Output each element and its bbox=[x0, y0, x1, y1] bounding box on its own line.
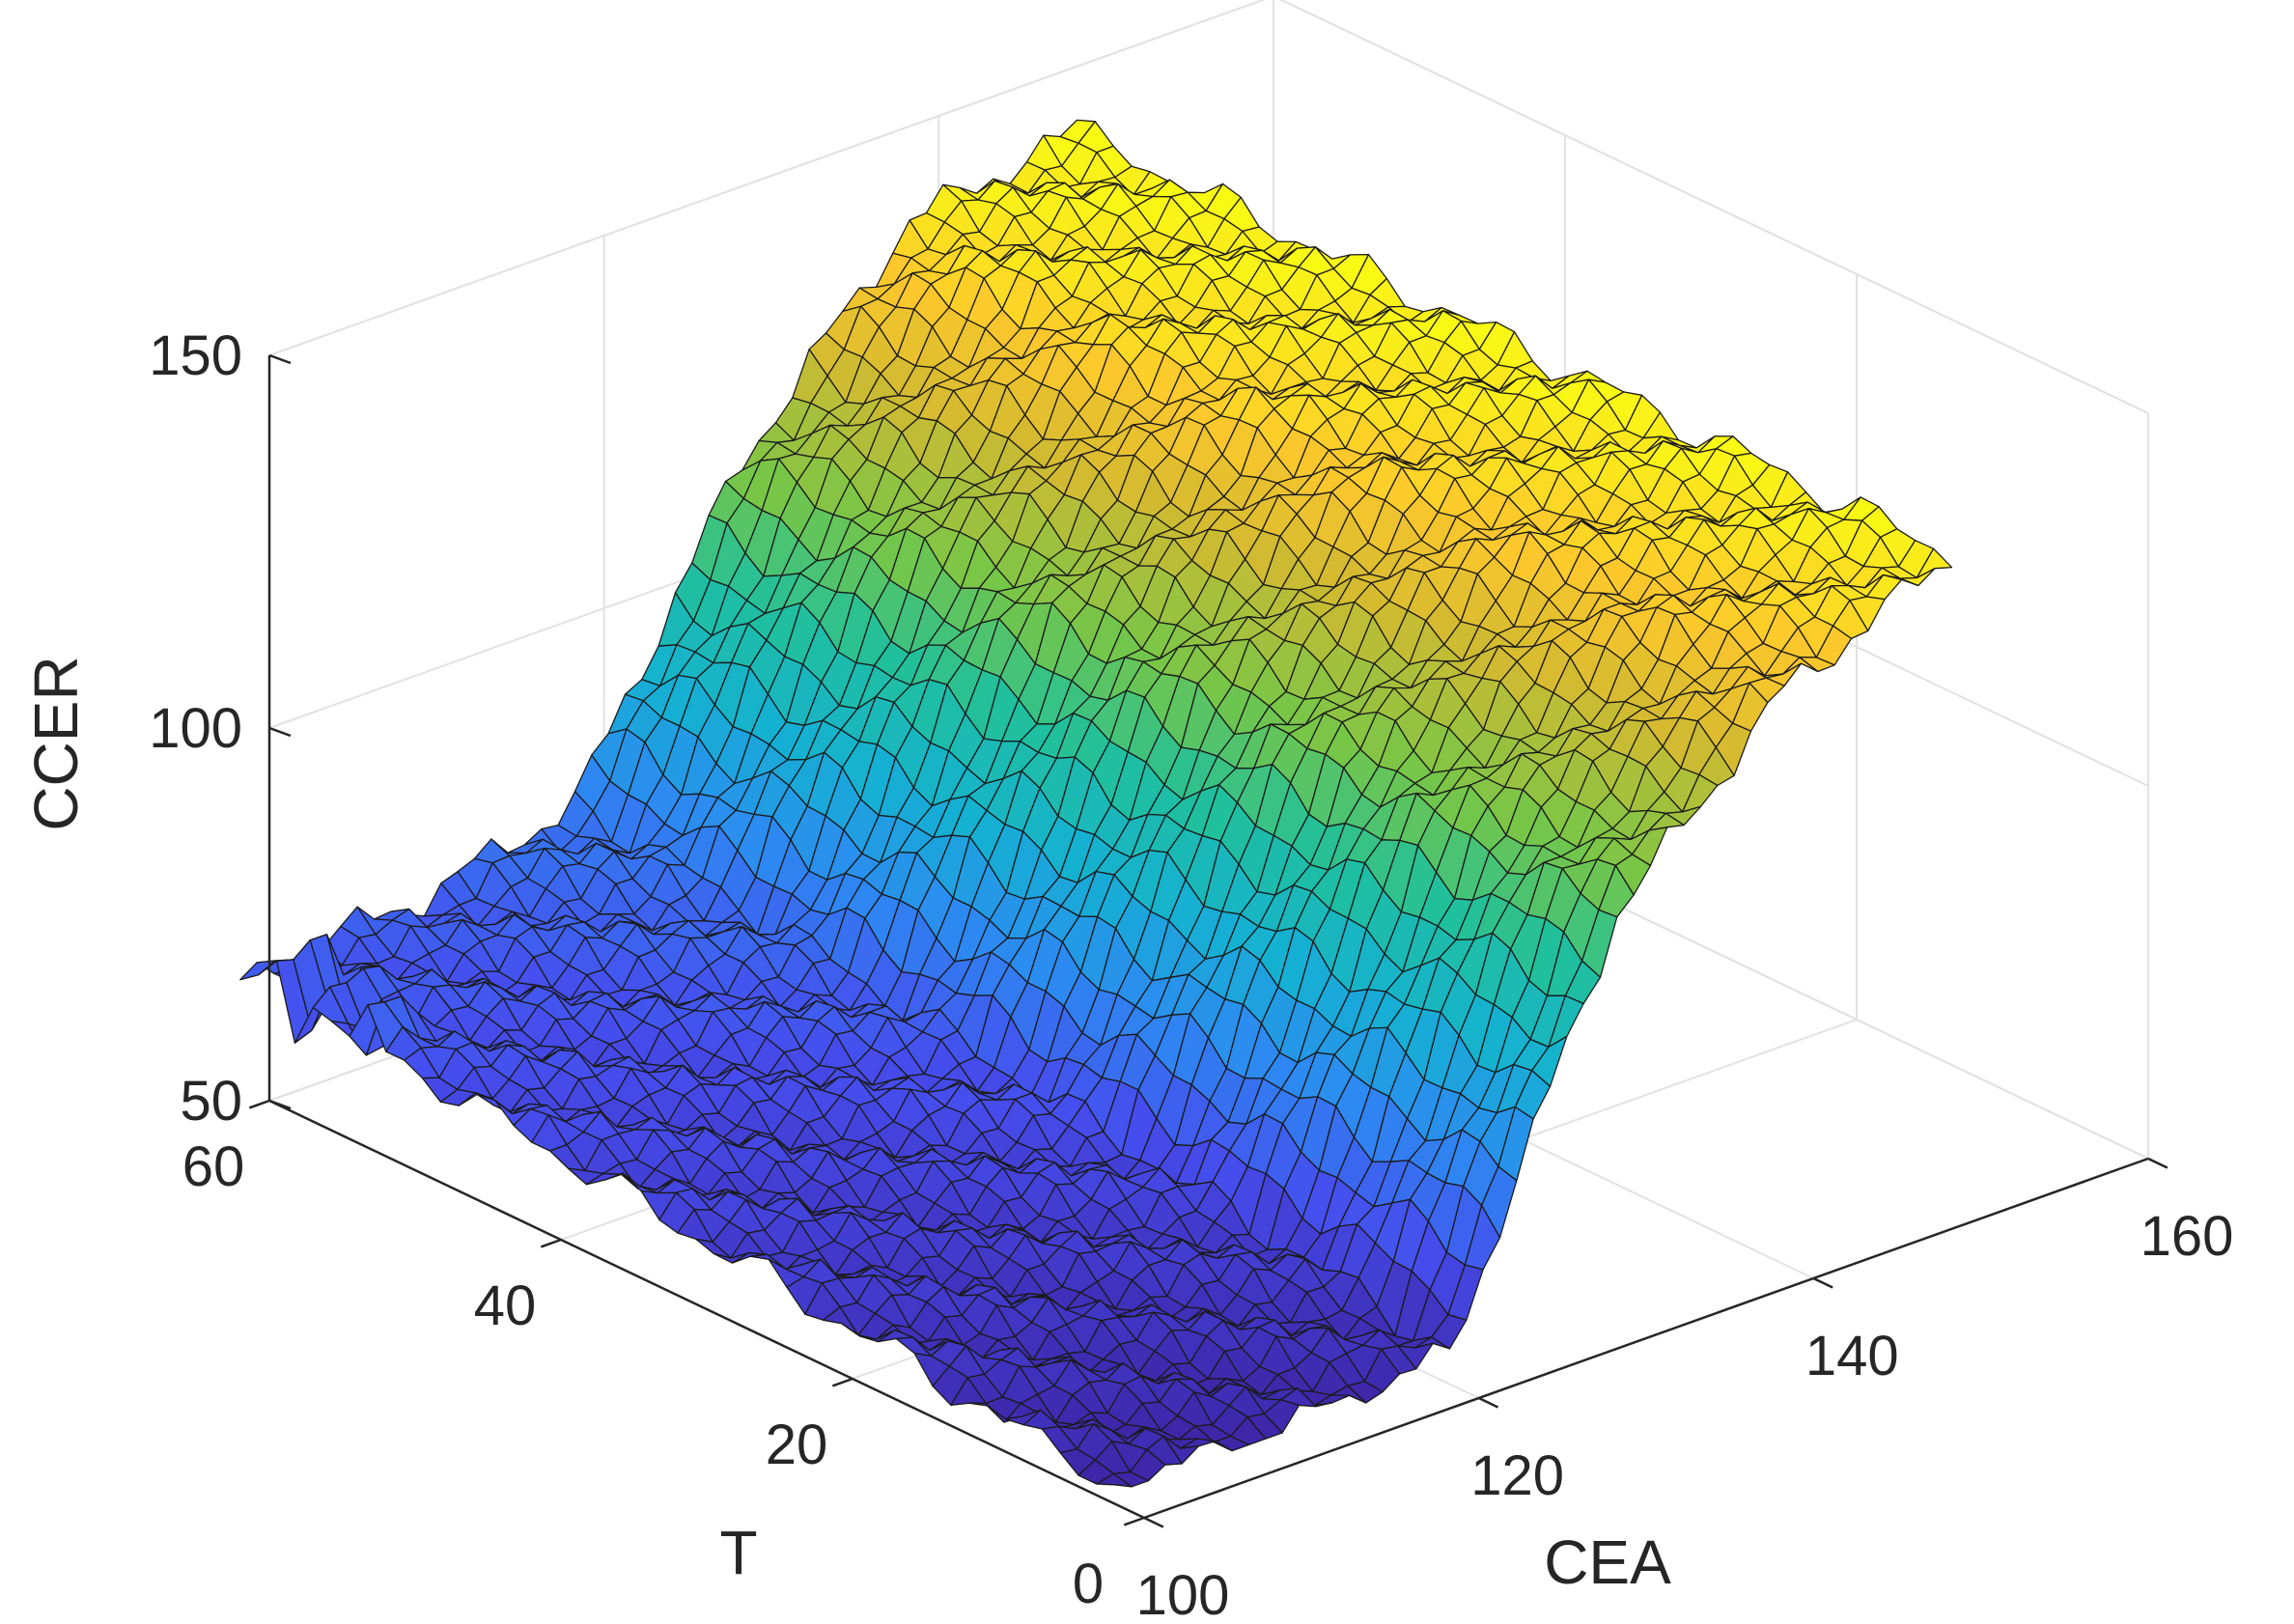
wall-grid-line bbox=[268, 0, 1266, 356]
y-tick-mark bbox=[540, 1238, 562, 1248]
surface-mesh bbox=[239, 119, 1953, 1488]
z-tick-label: 150 bbox=[149, 324, 242, 387]
y-axis-line bbox=[268, 1099, 1145, 1520]
y-tick-mark bbox=[1123, 1516, 1145, 1526]
x-tick-label: 160 bbox=[2140, 1205, 2234, 1268]
y-tick-label: 0 bbox=[1073, 1553, 1104, 1615]
z-tick-label: 50 bbox=[180, 1070, 242, 1133]
y-tick-label: 60 bbox=[182, 1135, 245, 1198]
surface-face bbox=[1096, 1472, 1133, 1488]
axes-frame bbox=[248, 353, 2168, 1528]
y-tick-mark bbox=[248, 1099, 270, 1109]
x-axis-line bbox=[1143, 1157, 2149, 1520]
x-axis-label: CEA bbox=[1544, 1527, 1671, 1597]
z-axis-label: CCER bbox=[21, 656, 91, 830]
y-tick-label: 40 bbox=[474, 1274, 537, 1337]
x-tick-mark bbox=[1812, 1276, 1833, 1289]
x-tick-label: 120 bbox=[1470, 1444, 1564, 1507]
y-tick-mark bbox=[831, 1377, 853, 1387]
z-tick-mark bbox=[268, 726, 292, 738]
x-tick-mark bbox=[1478, 1396, 1499, 1409]
z-tick-mark bbox=[268, 353, 292, 365]
x-tick-label: 100 bbox=[1136, 1564, 1230, 1624]
wall-grid-line bbox=[1279, 0, 2149, 414]
y-tick-label: 20 bbox=[766, 1414, 828, 1476]
x-tick-label: 140 bbox=[1805, 1325, 1899, 1387]
x-tick-mark bbox=[2147, 1157, 2168, 1169]
x-tick-mark bbox=[1143, 1516, 1164, 1528]
y-axis-label: T bbox=[719, 1518, 757, 1587]
z-tick-mark bbox=[268, 1099, 292, 1110]
z-tick-label: 100 bbox=[149, 697, 242, 760]
